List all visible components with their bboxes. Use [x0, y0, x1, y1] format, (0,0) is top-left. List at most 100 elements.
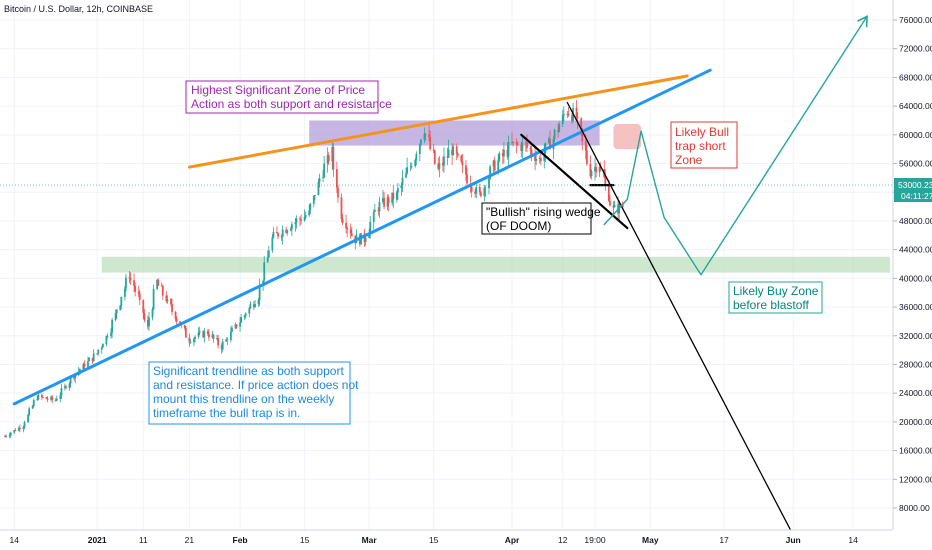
candle-body-down	[377, 209, 380, 212]
time-tick-label: 2021	[88, 535, 107, 545]
candle-body-up	[613, 204, 616, 208]
candle-body-down	[202, 331, 205, 338]
candle-body-up	[317, 182, 320, 196]
candle-body-down	[580, 118, 583, 129]
candle-body-up	[271, 237, 274, 251]
candle-body-up	[498, 153, 501, 161]
candle-body-down	[526, 142, 528, 148]
candle-body-down	[65, 386, 67, 388]
candle-body-down	[604, 177, 607, 186]
candle-body-down	[595, 166, 597, 173]
candle-body-up	[22, 427, 25, 429]
candle-body-up	[391, 192, 394, 204]
candle-body-down	[479, 192, 482, 196]
candle-body-down	[383, 197, 385, 207]
candle-body-down	[220, 345, 223, 350]
bull-trap-note-line-3: Zone	[675, 153, 703, 167]
candle-body-down	[465, 165, 467, 175]
candle-body-up	[263, 262, 266, 281]
candle-body-up	[17, 427, 20, 431]
purple-zone-note[interactable]: Highest Significant Zone of Price Action…	[185, 80, 392, 114]
candle-body-up	[289, 229, 292, 231]
candle-body-down	[170, 299, 172, 305]
candle-body-up	[105, 335, 108, 344]
candle-body-down	[83, 363, 86, 367]
candle-body-up	[68, 383, 71, 388]
candle-body-up	[295, 218, 298, 223]
candle-body-up	[50, 396, 52, 400]
candle-body-down	[299, 218, 301, 220]
price-axis[interactable]	[893, 0, 932, 530]
time-axis[interactable]	[0, 530, 932, 550]
candle-body-up	[111, 319, 114, 333]
time-tick-label: 17	[719, 535, 729, 545]
candle-body-up	[32, 399, 35, 407]
candle-body-up	[114, 313, 117, 320]
trendline-note[interactable]: Significant trendline as both support an…	[148, 361, 359, 425]
candle-body-down	[589, 163, 592, 177]
candle-body-up	[378, 201, 381, 212]
candle-body-up	[401, 177, 404, 186]
candle-body-up	[243, 315, 246, 318]
candle-body-down	[584, 141, 587, 151]
candle-body-down	[137, 291, 140, 294]
candle-body-down	[54, 399, 57, 401]
buy-zone-note-line-1: Likely Buy Zone	[733, 284, 819, 298]
time-tick-label: 11	[139, 535, 148, 545]
price-tick-label: 8000.00	[899, 503, 930, 513]
candle-body-up	[483, 187, 486, 196]
candle-body-up	[396, 188, 399, 193]
candle-body-up	[507, 141, 510, 157]
candle-body-up	[123, 288, 126, 297]
candle-body-up	[475, 186, 478, 194]
candle-body-up	[189, 342, 192, 343]
candle-body-down	[451, 149, 454, 156]
candle-body-up	[535, 158, 538, 161]
candle-body-up	[322, 177, 324, 179]
candle-body-up	[364, 237, 367, 243]
bull-trap-note[interactable]: Likely Bull trap short Zone	[670, 121, 738, 169]
candle-body-up	[415, 154, 418, 161]
candle-body-down	[493, 160, 496, 171]
candle-body-down	[14, 430, 17, 431]
candle-body-up	[225, 339, 228, 342]
trendline-note-box	[148, 361, 351, 425]
candle-body-up	[60, 388, 63, 396]
candle-body-down	[345, 222, 347, 229]
candle-body-up	[492, 160, 495, 167]
buy-zone-note[interactable]: Likely Buy Zone before blastoff	[728, 281, 823, 314]
candle-body-down	[19, 427, 21, 429]
candle-body-down	[96, 353, 99, 355]
wedge-note[interactable]: "Bullish" rising wedge (OF DOOM)	[481, 202, 601, 235]
candle-body-up	[443, 156, 445, 166]
candle-body-down	[549, 138, 551, 150]
candle-body-up	[423, 133, 426, 140]
candle-body-up	[244, 313, 247, 316]
candle-body-up	[326, 155, 329, 164]
candle-body-up	[512, 141, 515, 143]
candle-body-down	[433, 150, 436, 164]
candle-body-up	[151, 309, 154, 318]
candle-body-down	[607, 185, 610, 201]
candle-body-down	[45, 397, 48, 399]
candle-body-up	[101, 343, 104, 348]
candle-body-down	[146, 320, 149, 327]
candle-body-up	[216, 338, 218, 339]
candle-body-up	[538, 158, 541, 160]
candle-body-up	[27, 415, 29, 423]
candle-body-down	[128, 277, 131, 279]
candle-body-up	[488, 178, 490, 189]
candle-body-up	[410, 166, 413, 168]
candle-body-down	[276, 231, 278, 234]
candle-body-down	[184, 327, 187, 338]
candle-body-up	[447, 149, 450, 158]
candle-body-down	[51, 396, 54, 400]
candle-body-up	[8, 435, 11, 437]
countdown-label: 04:11:27	[901, 191, 932, 201]
trendline-layer[interactable]	[12, 15, 868, 544]
candle-body-up	[281, 229, 284, 237]
candle-body-up	[590, 170, 593, 177]
candle-body-up	[304, 215, 307, 217]
candle-body-down	[581, 128, 584, 142]
